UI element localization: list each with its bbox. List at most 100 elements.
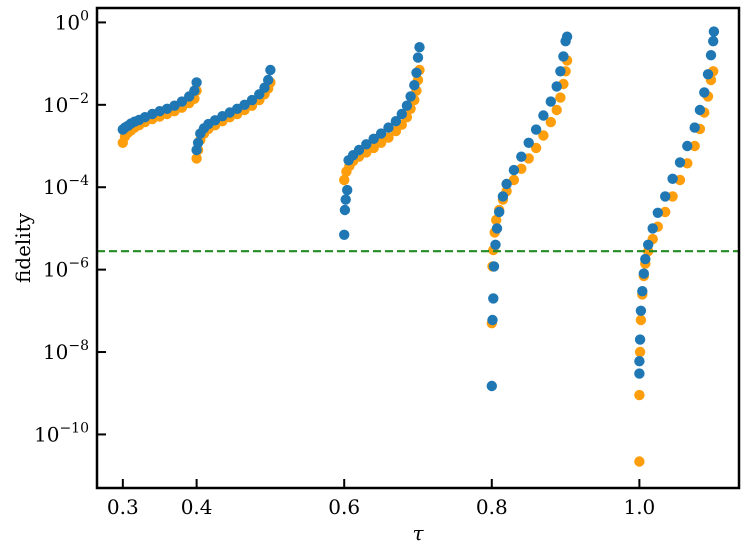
plot-frame [95,6,741,490]
data-point [634,368,645,379]
data-point [487,314,498,326]
data-point [634,334,646,345]
data-point [635,305,647,316]
data-point [488,293,499,304]
data-point [545,96,556,107]
data-point [702,69,714,80]
data-point [561,31,573,42]
y-tick-exponent: −4 [68,173,89,189]
data-point [339,174,350,186]
data-point [551,104,562,116]
data-point [516,151,527,162]
data-point [689,122,700,133]
series-1 [117,26,720,392]
data-point [191,77,202,88]
x-tick-label: 1.0 [623,495,655,519]
data-point [555,92,566,103]
data-point [412,52,424,63]
data-point [705,50,717,61]
data-point [401,100,413,111]
x-axis-label: τ [412,521,424,545]
x-tick-label: 0.8 [476,495,508,519]
data-point [490,239,501,250]
x-axis: 0.3 0.4 0.6 0.8 1.0 [107,479,655,519]
data-point [530,142,542,154]
y-tick-base: 10 [43,175,68,199]
data-point [375,128,387,139]
data-point [259,82,270,93]
y-tick-label: 100 [55,8,89,34]
data-point [494,206,505,218]
y-tick-exponent: −6 [68,256,89,272]
y-tick-label: 10−6 [43,256,89,282]
y-axis-label: fidelity [11,212,35,283]
data-point [191,153,202,164]
data-point [491,214,502,226]
y-tick-exponent: −10 [59,420,89,436]
data-point [339,204,351,216]
y-tick-label: 10−8 [43,338,89,364]
data-point [265,64,276,76]
y-tick-base: 10 [43,340,68,364]
data-point [340,194,351,205]
x-tick-label: 0.4 [181,495,213,519]
data-point [176,96,188,107]
data-point [640,253,651,265]
data-point [555,66,566,77]
data-point [239,99,250,111]
data-point [638,268,649,279]
x-tick-label: 0.6 [328,495,360,519]
data-point [667,191,678,202]
data-point [634,356,645,367]
data-point [246,94,258,106]
data-point [508,164,520,176]
data-point [530,124,542,135]
y-tick-label: 10−2 [43,91,89,117]
data-point [501,178,512,190]
data-point [551,81,562,92]
y-tick-base: 10 [34,422,59,446]
data-point [339,229,350,240]
data-point [674,157,686,168]
data-point [545,116,556,128]
data-point [523,137,534,148]
data-point [635,314,647,326]
y-tick-label: 10−4 [43,173,89,199]
data-point [694,104,706,116]
data-point [643,239,654,250]
data-point [192,137,204,148]
data-point [634,389,645,401]
data-point [699,87,710,98]
y-tick-base: 10 [55,10,80,34]
data-point [390,116,402,127]
data-point [405,91,416,102]
data-point [682,140,693,152]
data-point [342,184,353,196]
data-point [667,173,678,184]
data-point [708,26,720,37]
y-tick-exponent: −2 [68,91,89,107]
y-tick-base: 10 [43,258,68,282]
y-tick-label: 10−10 [34,420,89,446]
data-point [361,139,372,150]
data-point [383,122,394,133]
data-point [189,85,200,96]
y-tick-base: 10 [43,93,68,117]
data-point [538,110,549,121]
data-point [414,42,425,53]
data-point [396,108,407,120]
data-point [660,191,671,202]
y-tick-exponent: 0 [80,8,89,24]
data-point [637,286,648,297]
x-tick-label: 0.3 [107,495,139,519]
data-point [538,130,549,141]
data-point [558,51,569,62]
data-point [647,223,658,234]
data-point [368,133,379,144]
data-point [497,191,509,202]
data-point [486,380,497,392]
data-point [689,140,700,152]
plot-area [97,26,739,467]
